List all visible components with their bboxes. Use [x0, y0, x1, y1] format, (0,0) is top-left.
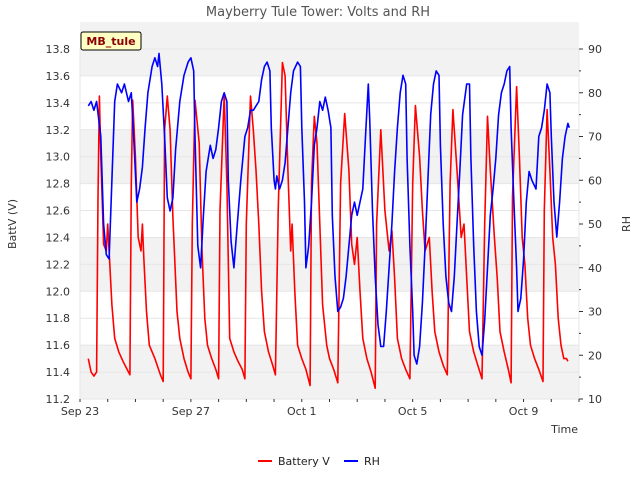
- x-tick-label: Oct 9: [509, 405, 539, 418]
- y-left-tick-label: 12.0: [46, 285, 71, 298]
- right-axis-ticks: 10 20 30 40 50 60 70 80 90: [579, 43, 602, 406]
- y-right-tick-label: 20: [588, 349, 602, 362]
- series-line-battery-v: [87, 61, 569, 389]
- y-right-tick-label: 90: [588, 43, 602, 56]
- left-axis-ticks: 11.2 11.4 11.6 11.8 12.0 12.2 12.4 12.6 12.8 13.0…: [46, 43, 71, 406]
- y-axis-right-label: RH: [620, 216, 633, 232]
- legend: Battery V RH: [258, 455, 380, 468]
- x-tick-label: Sep 27: [172, 405, 210, 418]
- y-left-tick-label: 12.2: [46, 258, 71, 271]
- x-axis-label: Time: [550, 423, 578, 436]
- y-left-tick-label: 12.8: [46, 178, 71, 191]
- station-label: MB_tule: [86, 35, 135, 48]
- legend-battery-label: Battery V: [278, 455, 330, 468]
- y-right-tick-label: 70: [588, 131, 602, 144]
- series-line-rh: [87, 52, 571, 365]
- x-tick-label: Oct 1: [287, 405, 317, 418]
- y-left-tick-label: 12.6: [46, 205, 71, 218]
- y-left-tick-label: 13.0: [46, 151, 71, 164]
- legend-rh-label: RH: [364, 455, 380, 468]
- y-right-tick-label: 50: [588, 218, 602, 231]
- y-left-tick-label: 11.8: [46, 312, 71, 325]
- grid-bands: [80, 22, 579, 400]
- y-axis-left-label: BattV (V): [6, 199, 19, 249]
- y-right-tick-label: 30: [588, 306, 602, 319]
- x-axis-ticks: Sep 23 Sep 27 Oct 1 Oct 5 Oct 9: [61, 399, 580, 418]
- y-left-tick-label: 13.6: [46, 70, 71, 83]
- series-lines: [87, 52, 571, 389]
- y-right-tick-label: 40: [588, 262, 602, 275]
- y-left-tick-label: 13.8: [46, 43, 71, 56]
- y-left-tick-label: 12.4: [46, 231, 71, 244]
- x-tick-label: Oct 5: [398, 405, 428, 418]
- y-left-tick-label: 11.2: [46, 393, 71, 406]
- y-right-tick-label: 60: [588, 174, 602, 187]
- chart-title: Mayberry Tule Tower: Volts and RH: [206, 5, 430, 20]
- y-right-tick-label: 80: [588, 87, 602, 100]
- y-left-tick-label: 13.2: [46, 124, 71, 137]
- y-left-tick-label: 13.4: [46, 97, 71, 110]
- x-tick-label: Sep 23: [61, 405, 99, 418]
- station-label-box: MB_tule: [80, 31, 142, 51]
- y-right-tick-label: 10: [588, 393, 602, 406]
- station-label-bg: [80, 31, 142, 51]
- y-left-tick-label: 11.6: [46, 339, 71, 352]
- y-left-tick-label: 11.4: [46, 366, 71, 379]
